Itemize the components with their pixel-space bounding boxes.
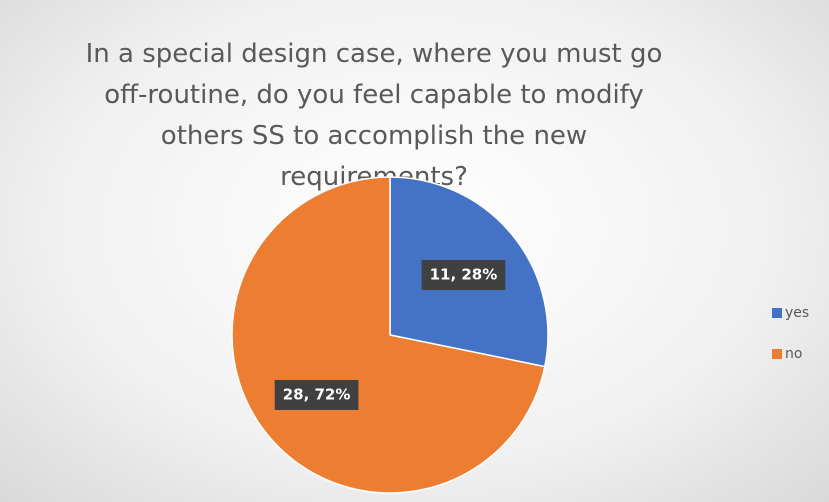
- data-label-box: [274, 379, 359, 410]
- data-label-text: 28, 72%: [283, 385, 351, 403]
- legend-label: yes: [785, 305, 809, 321]
- data-label-text: 11, 28%: [430, 266, 498, 284]
- legend-swatch: [772, 308, 782, 318]
- chart-title: In a special design case, where you must…: [85, 39, 663, 192]
- pie-slice: [231, 176, 546, 494]
- legend-label: no: [785, 346, 802, 362]
- data-label: 28, 72%: [274, 379, 359, 410]
- legend-swatch: [772, 349, 782, 359]
- data-label: 11, 28%: [421, 260, 506, 291]
- data-label-box: [421, 260, 506, 291]
